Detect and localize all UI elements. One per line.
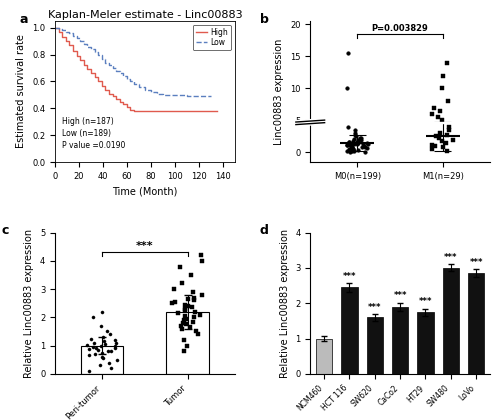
Point [362,143,370,150]
Point [198,257,206,264]
Low [131,81,137,87]
Point [96,343,104,349]
Text: High (n=187)
Low (n=189)
P value =0.0190: High (n=187) Low (n=189) P value =0.0190 [62,117,126,150]
Point [98,354,106,360]
Point [113,356,121,363]
High [63,39,69,44]
Point [192,328,200,335]
Bar [366,318,383,374]
High [92,75,98,80]
Point [89,344,97,350]
Point [351,132,359,139]
Bar [392,307,408,374]
Point [176,263,184,270]
Point [428,146,436,152]
High [208,108,214,113]
High [59,34,65,39]
Point [190,294,198,301]
High [124,105,130,110]
Point [350,147,358,154]
High [95,79,101,84]
Point [182,307,190,314]
High [142,108,148,113]
Title: Kaplan-Meler estimate - Linc00883: Kaplan-Meler estimate - Linc00883 [48,10,242,20]
Text: ***: *** [394,291,407,300]
Text: ***: *** [418,297,432,307]
Low [63,29,69,34]
High [131,108,137,113]
Text: a: a [19,13,28,26]
Point [168,300,176,307]
Point [359,140,367,147]
Point [348,144,356,151]
Point [178,325,186,332]
Text: ***: *** [470,258,483,267]
Point [190,297,198,304]
Point [184,296,192,302]
Low [124,76,130,81]
Low [74,36,80,41]
Point [188,318,196,325]
Point [84,341,92,348]
Point [112,340,120,346]
Point [347,143,355,150]
Point [363,139,371,146]
High [113,97,119,102]
Line: High: High [55,28,217,111]
Bar [310,122,490,123]
Point [348,144,356,151]
Low [81,41,87,46]
Point [443,59,451,66]
Low [172,92,178,97]
Point [443,131,451,138]
High [81,63,87,68]
Point [344,85,351,92]
Point [110,344,118,351]
Point [436,108,444,114]
Text: ***: *** [444,253,458,262]
Point [94,346,102,353]
Bar [468,273,484,374]
Point [356,135,364,142]
Point [360,143,368,150]
Bar [442,268,459,374]
Point [98,308,106,315]
Point [436,130,444,136]
Low [160,92,166,97]
High [214,108,220,113]
Y-axis label: Estimated survival rate: Estimated survival rate [16,34,26,149]
Bar [316,339,332,374]
Point [182,321,190,328]
Point [180,336,188,343]
Low [166,92,172,97]
Point [352,140,360,147]
Text: ***: *** [136,241,154,251]
Low [56,26,62,32]
High [52,25,58,30]
High [148,108,154,113]
Point [194,331,202,338]
Low [110,66,116,71]
Point [362,144,370,151]
Point [349,138,357,144]
Point [428,110,436,117]
Text: c: c [1,224,8,237]
Low [142,87,148,92]
High [56,29,62,34]
Text: P=0.003829: P=0.003829 [372,24,428,33]
Text: b: b [260,13,269,26]
Point [181,301,189,308]
Point [84,346,92,352]
Point [352,133,360,140]
Low [196,94,202,99]
Point [439,144,447,151]
High [128,107,134,112]
Low [70,33,76,38]
Point [183,342,191,349]
Point [182,315,190,322]
Low [208,94,214,99]
Point [198,291,205,298]
Point [434,114,442,121]
Point [432,133,440,140]
Legend: High, Low: High, Low [192,25,231,50]
